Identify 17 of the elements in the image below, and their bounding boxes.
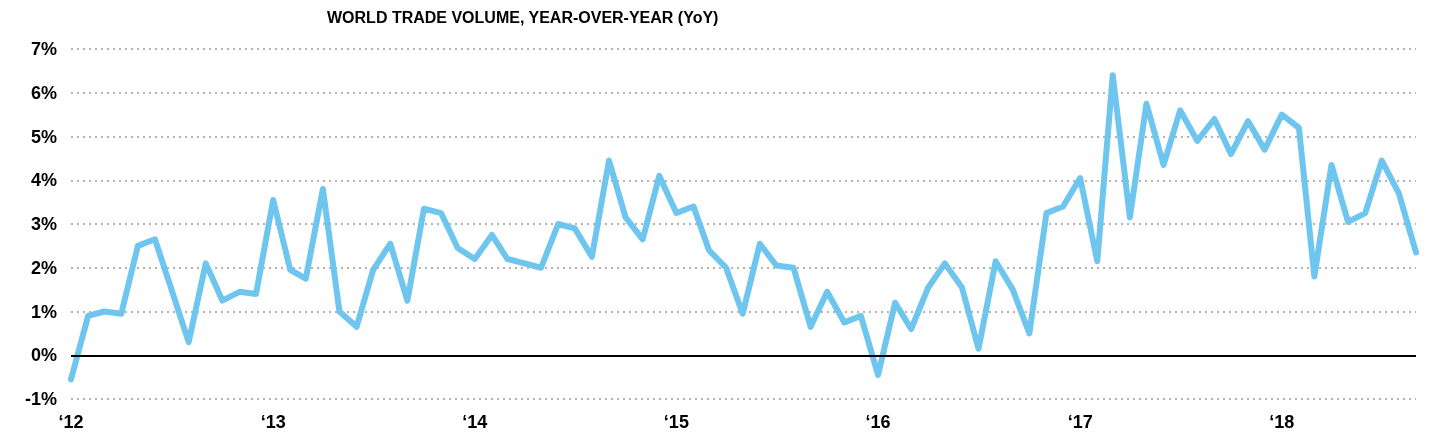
y-tick-label: 7% xyxy=(30,39,57,59)
y-tick-label: 2% xyxy=(30,257,57,278)
y-tick-label: 1% xyxy=(30,301,57,322)
y-tick-label: 0% xyxy=(30,345,57,366)
y-tick-label: 5% xyxy=(30,126,57,147)
x-tick-label: ‘16 xyxy=(865,412,891,432)
y-tick-label: 3% xyxy=(30,214,57,234)
x-tick-label: ‘12 xyxy=(58,412,84,432)
chart-title: WORLD TRADE VOLUME, YEAR-OVER-YEAR (YoY) xyxy=(327,8,719,26)
x-tick-label: ‘13 xyxy=(260,412,286,432)
x-tick-label: ‘17 xyxy=(1067,412,1093,432)
y-tick-label: 4% xyxy=(30,170,57,191)
y-tick-label: 6% xyxy=(30,82,57,103)
y-tick-label: -1% xyxy=(24,389,57,409)
x-tick-label: ‘14 xyxy=(462,412,488,432)
x-tick-label: ‘18 xyxy=(1269,412,1295,432)
x-tick-label: ‘15 xyxy=(663,412,689,432)
